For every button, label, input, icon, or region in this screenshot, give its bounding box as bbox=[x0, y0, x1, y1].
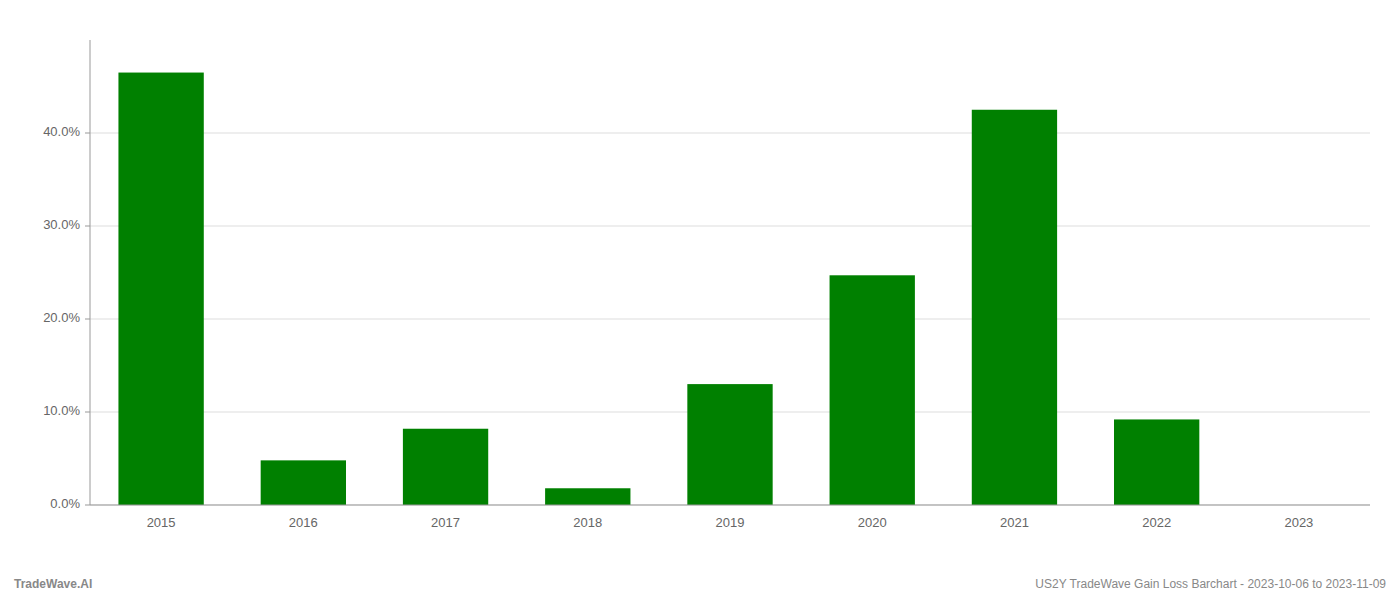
bar bbox=[118, 73, 203, 505]
annotation: TradeWave.AI bbox=[14, 577, 92, 591]
grid-line bbox=[90, 505, 1370, 506]
y-tick-label: 10.0% bbox=[43, 403, 80, 418]
x-tick-label: 2022 bbox=[1142, 515, 1171, 530]
y-tick-label: 30.0% bbox=[43, 217, 80, 232]
x-tick-label: 2015 bbox=[147, 515, 176, 530]
y-tick bbox=[85, 505, 90, 506]
grid-line bbox=[90, 226, 1370, 227]
x-tick-label: 2017 bbox=[431, 515, 460, 530]
x-axis: 2015 2016 2017 2018 2019 2020 2021 2022 2023 bbox=[90, 505, 1370, 530]
x-tick-label: 2023 bbox=[1284, 515, 1313, 530]
y-axis: 0.0% 10.0% 20.0% 30.0% 40.0% bbox=[43, 40, 90, 511]
y-tick-label: 40.0% bbox=[43, 124, 80, 139]
y-tick bbox=[85, 319, 90, 320]
x-tick-label: 2019 bbox=[716, 515, 745, 530]
bars bbox=[118, 73, 1199, 505]
bar bbox=[1114, 419, 1199, 505]
x-tick-label: 2021 bbox=[1000, 515, 1029, 530]
bar bbox=[687, 384, 772, 505]
annotation: US2Y TradeWave Gain Loss Barchart - 2023… bbox=[1035, 577, 1386, 591]
bar bbox=[830, 275, 915, 505]
y-tick-label: 20.0% bbox=[43, 310, 80, 325]
x-tick-label: 2018 bbox=[573, 515, 602, 530]
bar bbox=[261, 460, 346, 505]
grid-line bbox=[90, 133, 1370, 134]
page: {"chart_data": {"type": "bar", "categori… bbox=[0, 0, 1400, 600]
chart-svg: 0.0% 10.0% 20.0% 30.0% 40.0% 2015 2016 2017 2018… bbox=[0, 0, 1400, 600]
x-tick-label: 2020 bbox=[858, 515, 887, 530]
y-tick bbox=[85, 133, 90, 134]
grid-line bbox=[90, 319, 1370, 320]
y-grid bbox=[90, 133, 1370, 505]
bar bbox=[972, 110, 1057, 505]
chart-container: 0.0% 10.0% 20.0% 30.0% 40.0% 2015 2016 2017 2018… bbox=[0, 0, 1400, 600]
x-tick-label: 2016 bbox=[289, 515, 318, 530]
background bbox=[0, 0, 1400, 600]
y-tick-label: 0.0% bbox=[50, 496, 80, 511]
y-tick bbox=[85, 226, 90, 227]
bar bbox=[545, 488, 630, 505]
y-axis-line bbox=[90, 40, 91, 505]
y-tick bbox=[85, 412, 90, 413]
x-axis-line bbox=[90, 505, 1370, 506]
annotations: TradeWave.AI US2Y TradeWave Gain Loss Bar… bbox=[14, 577, 1386, 591]
bar bbox=[403, 429, 488, 505]
